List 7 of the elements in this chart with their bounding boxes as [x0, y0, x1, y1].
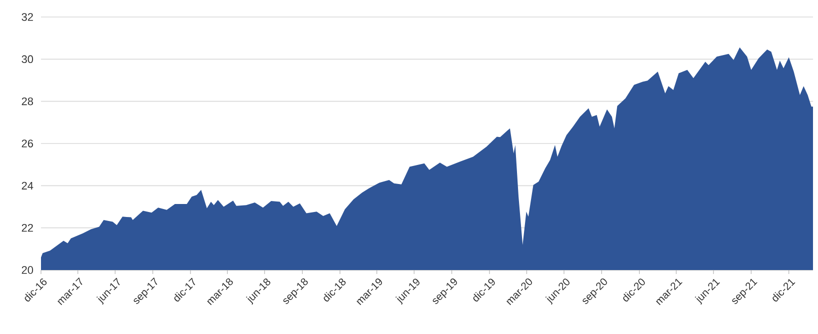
- y-tick-label: 22: [22, 224, 33, 232]
- y-tick-label: 24: [22, 182, 34, 190]
- y-tick-label: 26: [22, 140, 33, 148]
- y-tick-label: 32: [22, 13, 33, 21]
- y-tick-label: 28: [22, 97, 33, 106]
- y-tick-label: 20: [22, 266, 34, 274]
- y-tick-label: 30: [22, 55, 34, 64]
